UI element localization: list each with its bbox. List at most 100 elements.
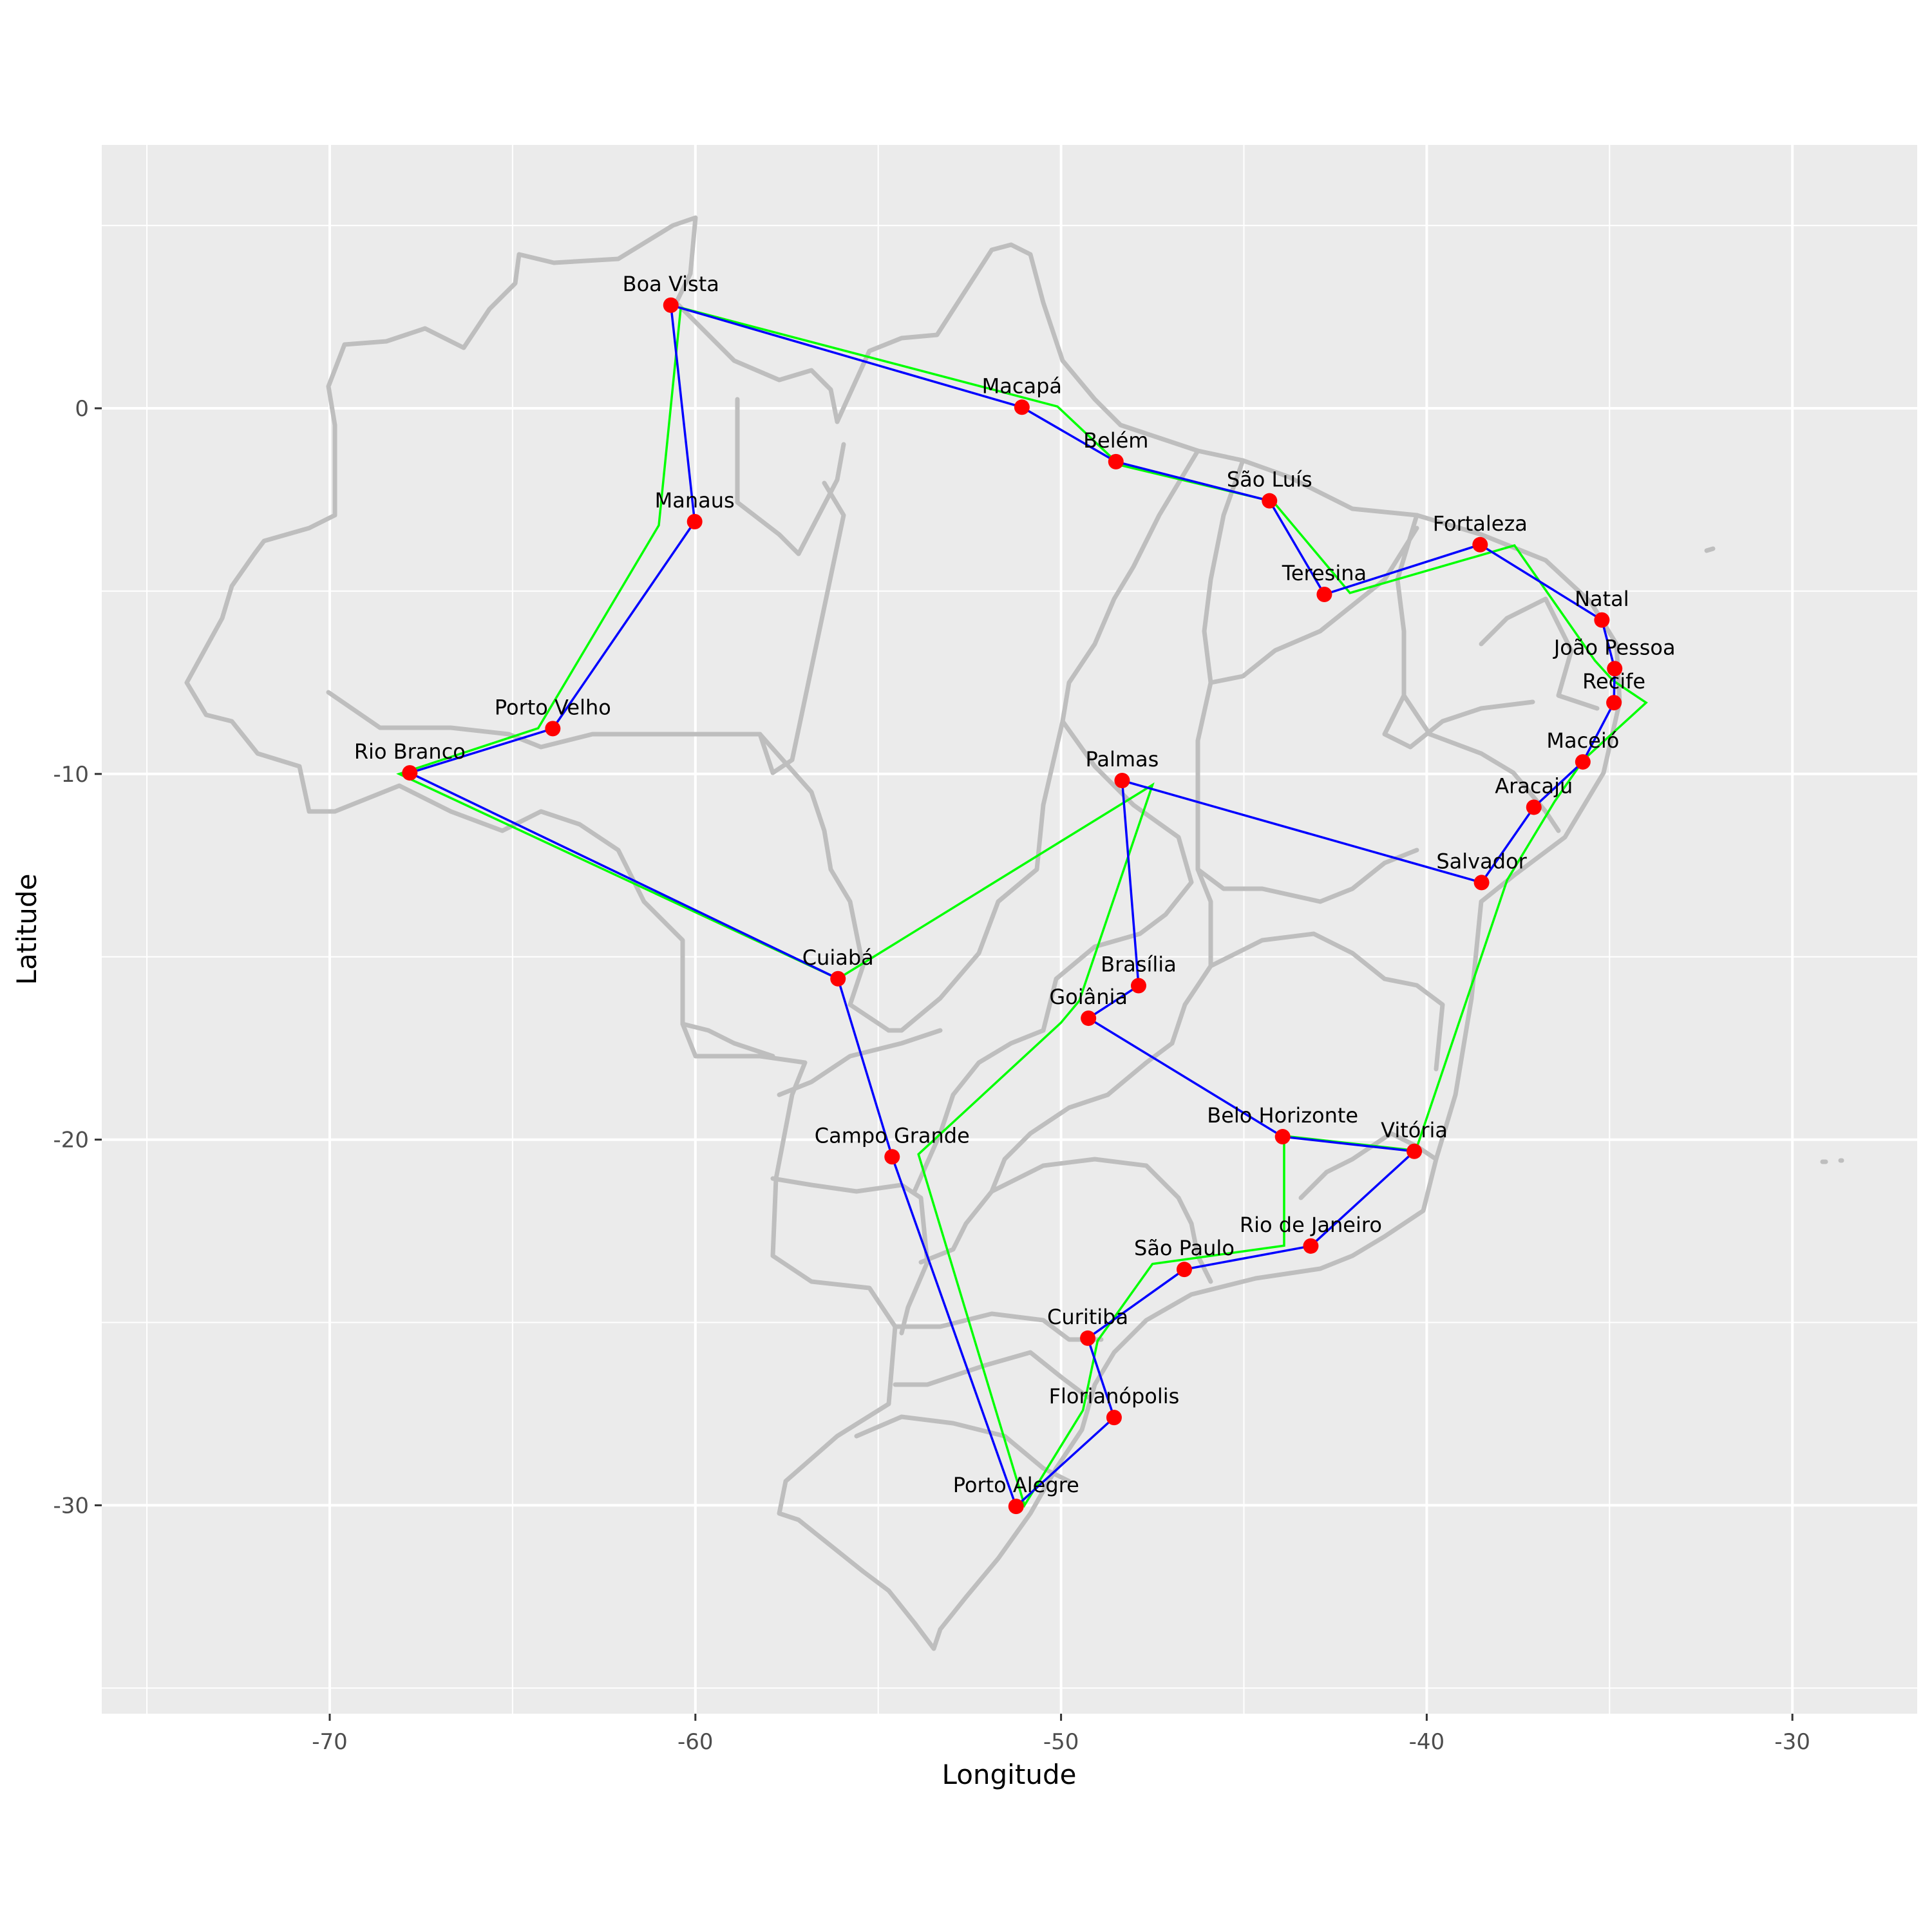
city-point	[1575, 754, 1591, 770]
city-label: Belém	[1083, 428, 1148, 453]
state-border	[1208, 931, 1445, 1072]
city-label: Natal	[1575, 587, 1629, 611]
x-tick-label: -30	[1774, 1729, 1810, 1755]
y-axis: 0 -10 -20 -30	[53, 396, 102, 1519]
city-point	[1473, 875, 1490, 891]
city-label: Recife	[1582, 669, 1645, 694]
x-axis-title: Longitude	[942, 1759, 1077, 1790]
city-label: Rio Branco	[354, 739, 466, 764]
city-point	[1176, 1262, 1192, 1278]
x-tick-label: -40	[1409, 1729, 1445, 1755]
state-border	[757, 732, 891, 1033]
city-point	[1472, 536, 1488, 553]
y-tick-label: -10	[53, 762, 89, 788]
city-label: Porto Velho	[495, 695, 611, 719]
city-point	[1106, 1410, 1122, 1426]
city-point	[687, 514, 703, 530]
city-point	[1008, 1499, 1024, 1515]
city-label: Maceió	[1546, 728, 1619, 753]
state-border	[1479, 596, 1600, 711]
route-blue-line	[406, 304, 1616, 1509]
state-border	[886, 719, 1065, 1033]
city-label: Manaus	[655, 488, 735, 513]
state-border	[1208, 526, 1419, 685]
city-point	[830, 971, 846, 987]
state-border	[770, 480, 846, 775]
state-border	[1382, 513, 1535, 750]
city-points	[402, 297, 1623, 1515]
x-axis: -70 -60 -50 -40 -30	[312, 1714, 1810, 1755]
city-point	[1108, 453, 1124, 469]
city-point	[884, 1149, 900, 1165]
state-border	[1195, 848, 1419, 904]
city-point	[1262, 493, 1278, 509]
x-tick-label: -60	[677, 1729, 714, 1755]
state-border	[1170, 458, 1245, 1046]
city-label: São Luís	[1227, 468, 1312, 492]
city-label: Salvador	[1436, 849, 1527, 873]
city-label: Rio de Janeiro	[1240, 1213, 1382, 1237]
city-label: Aracaju	[1495, 773, 1573, 798]
y-axis-title: Latitude	[11, 874, 43, 985]
city-label: Brasília	[1101, 952, 1177, 977]
city-point	[1081, 1010, 1097, 1027]
state-border	[893, 1311, 1104, 1342]
city-point	[1274, 1129, 1291, 1145]
state-border	[1060, 448, 1200, 724]
x-tick-label: -70	[312, 1729, 348, 1755]
state-border	[777, 1028, 943, 1097]
city-label: Belo Horizonte	[1207, 1103, 1358, 1128]
city-point	[1406, 1143, 1423, 1159]
city-point	[1130, 978, 1146, 994]
y-tick-label: -30	[53, 1493, 89, 1519]
island	[1820, 1158, 1844, 1164]
city-label: Teresina	[1282, 561, 1367, 585]
city-labels: Boa Vista Macapá Belém São Luís Teresina Fort…	[354, 272, 1676, 1497]
state-border	[912, 719, 1194, 1194]
island	[1704, 546, 1716, 553]
y-tick-label: 0	[75, 396, 89, 422]
city-point	[1606, 695, 1622, 711]
minor-gridlines	[102, 145, 1917, 1714]
city-label: Goiânia	[1049, 985, 1128, 1009]
green-route-path	[396, 307, 1648, 1508]
state-border	[854, 1414, 1072, 1484]
route-green-line	[396, 307, 1648, 1508]
x-tick-label: -50	[1043, 1729, 1079, 1755]
city-point	[545, 721, 561, 737]
blue-route-path	[406, 304, 1616, 1509]
city-label: Florianópolis	[1049, 1384, 1180, 1408]
state-border	[735, 397, 846, 556]
city-point	[1114, 773, 1130, 789]
city-point	[1607, 661, 1623, 677]
state-border	[770, 1176, 930, 1336]
state-border	[893, 1350, 1091, 1400]
city-point	[1594, 612, 1610, 628]
city-label: Palmas	[1086, 747, 1159, 772]
city-label: Curitiba	[1047, 1305, 1128, 1329]
state-border	[326, 690, 775, 775]
city-label: Cuiabá	[802, 945, 874, 970]
state-border	[989, 1157, 1213, 1284]
city-point	[1526, 799, 1542, 815]
city-label: São Paulo	[1134, 1236, 1235, 1260]
city-label: Campo Grande	[815, 1123, 970, 1148]
city-label: Boa Vista	[623, 272, 719, 296]
city-label: Fortaleza	[1433, 511, 1528, 536]
city-point	[1303, 1238, 1319, 1254]
city-point	[663, 297, 679, 313]
city-label: Macapá	[982, 374, 1062, 398]
city-point	[1080, 1330, 1096, 1346]
brazil-state-borders	[184, 215, 1844, 1651]
state-border	[680, 1021, 775, 1059]
brazil-outline	[184, 215, 1622, 1651]
city-point	[402, 765, 418, 781]
city-point	[1316, 587, 1332, 603]
y-tick-label: -20	[53, 1128, 89, 1153]
city-point	[1014, 399, 1030, 415]
city-label: Porto Alegre	[953, 1473, 1079, 1497]
city-label: Vitória	[1381, 1118, 1448, 1142]
state-border	[918, 1041, 1175, 1265]
city-label: João Pessoa	[1553, 635, 1676, 659]
